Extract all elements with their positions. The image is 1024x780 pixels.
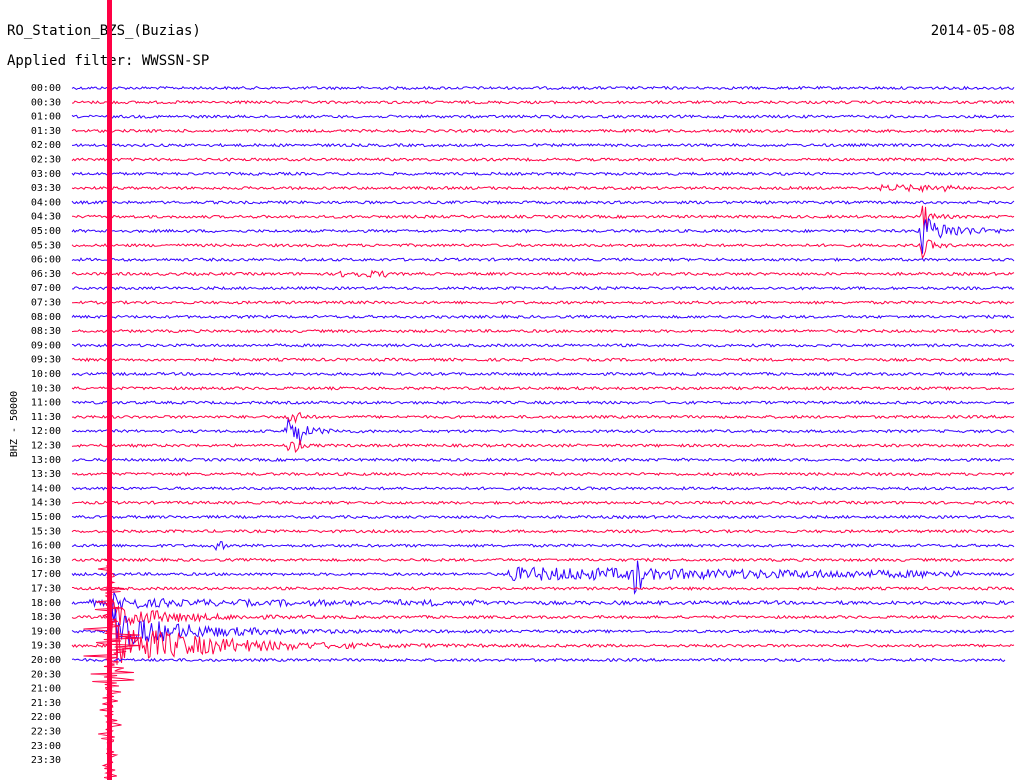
trace: [71, 557, 1015, 563]
time-label: 19:30: [31, 641, 61, 652]
time-label: 16:00: [31, 541, 61, 552]
time-label: 00:30: [31, 97, 61, 108]
trace: [71, 400, 1015, 405]
time-label: 05:30: [31, 240, 61, 251]
time-label: 04:30: [31, 212, 61, 223]
trace: [71, 598, 1015, 627]
trace: [71, 371, 1015, 377]
time-label: 11:30: [31, 412, 61, 423]
time-label: 21:00: [31, 684, 61, 695]
trace: [72, 205, 1015, 230]
time-label: 14:30: [31, 498, 61, 509]
time-label: 03:00: [31, 169, 61, 180]
time-label: 01:30: [31, 126, 61, 137]
date: 2014-05-08: [931, 23, 1015, 39]
time-label: 12:30: [31, 441, 61, 452]
trace: [71, 328, 1015, 334]
trace: [71, 471, 1014, 477]
trace: [71, 528, 1015, 534]
time-label: 17:00: [31, 569, 61, 580]
time-label: 10:30: [31, 383, 61, 394]
trace: [71, 217, 1015, 254]
time-label: 23:00: [31, 741, 61, 752]
time-label: 10:00: [31, 369, 61, 380]
trace: [71, 457, 1015, 463]
time-label: 17:30: [31, 584, 61, 595]
time-label: 13:00: [31, 455, 61, 466]
traces: [71, 85, 1015, 780]
trace: [71, 343, 1015, 348]
time-label: 06:00: [31, 255, 61, 266]
time-label: 07:30: [31, 298, 61, 309]
time-label: 00:00: [31, 83, 61, 94]
time-label: 07:00: [31, 283, 61, 294]
time-label: 18:00: [31, 598, 61, 609]
trace: [71, 357, 1015, 363]
time-label: 11:00: [31, 398, 61, 409]
time-label: 02:30: [31, 155, 61, 166]
time-label: 14:00: [31, 483, 61, 494]
time-label: 06:30: [31, 269, 61, 280]
trace: [71, 128, 1015, 134]
trace: [71, 85, 1015, 91]
time-label: 01:00: [31, 112, 61, 123]
time-label: 15:00: [31, 512, 61, 523]
time-label: 22:30: [31, 727, 61, 738]
trace: [71, 608, 1015, 645]
trace: [72, 142, 1015, 148]
time-label: 08:30: [31, 326, 61, 337]
time-label: 05:00: [31, 226, 61, 237]
time-label: 22:00: [31, 712, 61, 723]
time-label: 16:30: [31, 555, 61, 566]
trace: [71, 314, 1015, 320]
time-label: 12:00: [31, 426, 61, 437]
trace: [71, 157, 1015, 162]
station-title: RO_Station_BZS_(Buzias): [7, 23, 201, 39]
trace: [72, 586, 1015, 591]
trace: [71, 114, 1015, 119]
event-trace: [83, 559, 142, 780]
time-label: 21:30: [31, 698, 61, 709]
trace: [71, 171, 1015, 177]
time-label: 18:30: [31, 612, 61, 623]
trace: [71, 183, 1015, 194]
event-trace: [107, 0, 112, 780]
y-axis-label: BHZ - 50000: [9, 391, 20, 457]
trace: [71, 418, 1015, 445]
trace: [71, 285, 1015, 291]
time-label: 02:00: [31, 140, 61, 151]
trace: [71, 618, 1015, 665]
time-label: 03:30: [31, 183, 61, 194]
trace: [71, 439, 1015, 453]
trace: [71, 541, 1015, 552]
trace: [71, 385, 1015, 391]
trace: [71, 590, 1015, 612]
trace: [71, 411, 1015, 425]
time-label: 04:00: [31, 197, 61, 208]
trace: [71, 514, 1015, 520]
time-label: 15:30: [31, 526, 61, 537]
time-label: 20:30: [31, 669, 61, 680]
trace: [71, 257, 1015, 262]
time-label: 19:00: [31, 626, 61, 637]
trace: [72, 300, 1015, 305]
time-label: 13:30: [31, 469, 61, 480]
trace: [71, 560, 1015, 595]
trace: [71, 500, 1015, 506]
time-label: 08:00: [31, 312, 61, 323]
trace: [71, 269, 1015, 278]
time-label: 09:00: [31, 340, 61, 351]
trace: [71, 200, 1015, 205]
time-label: 09:30: [31, 355, 61, 366]
trace: [71, 100, 1015, 105]
trace: [71, 239, 1015, 260]
trace: [71, 486, 1014, 491]
trace: [71, 657, 1006, 663]
time-label: 20:00: [31, 655, 61, 666]
time-label: 23:30: [31, 755, 61, 766]
